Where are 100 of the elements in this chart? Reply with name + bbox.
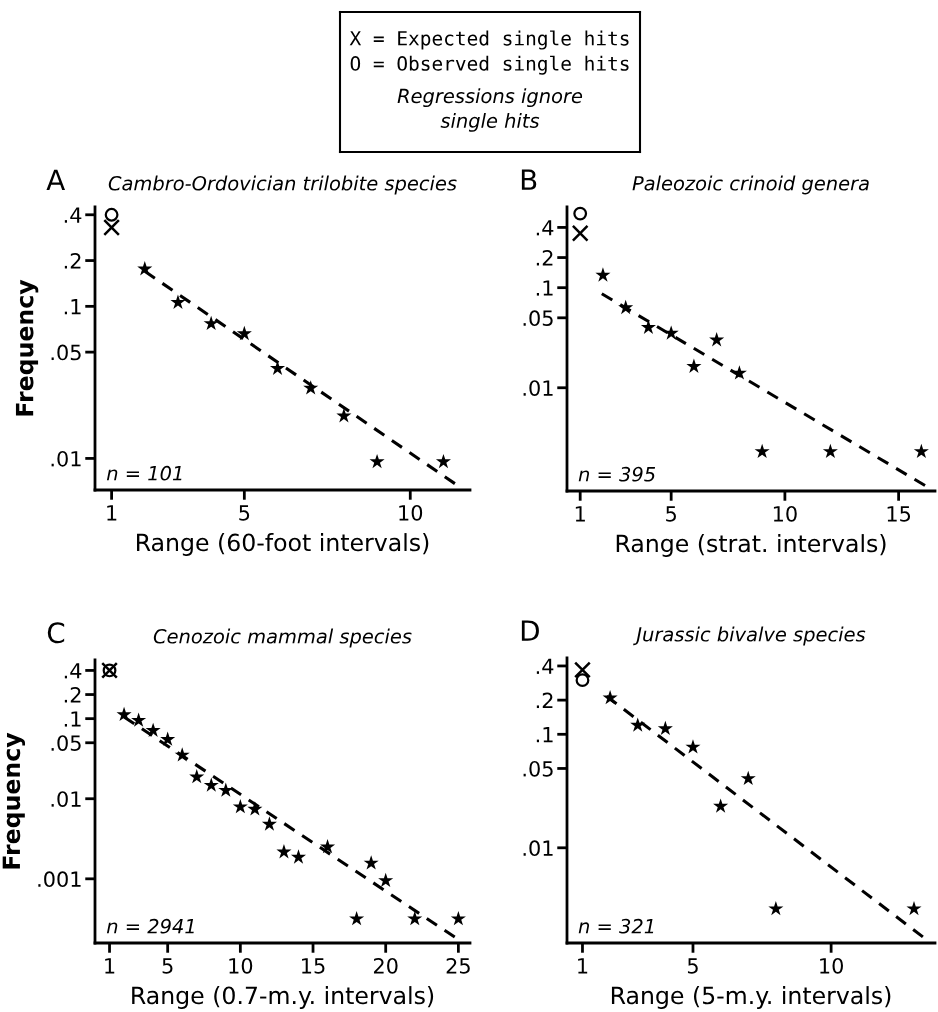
x-tick-label: 5 bbox=[687, 958, 698, 974]
x-tick-label: 15 bbox=[887, 506, 911, 522]
point bbox=[131, 712, 147, 727]
point bbox=[435, 453, 451, 469]
x-tick-label: 5 bbox=[162, 958, 173, 974]
y-tick-label: .2 bbox=[64, 253, 81, 269]
y-tick-label: .05 bbox=[523, 310, 553, 327]
point bbox=[116, 706, 132, 722]
y-tick-label: .001 bbox=[38, 871, 81, 888]
y-tick-label: .01 bbox=[523, 840, 553, 857]
point bbox=[261, 816, 277, 831]
y-tick-label: .2 bbox=[536, 692, 553, 709]
x-tick-label: 10 bbox=[820, 957, 843, 974]
y-tick-label: .4 bbox=[64, 207, 82, 223]
point bbox=[269, 360, 286, 375]
point bbox=[685, 739, 701, 754]
point bbox=[913, 443, 929, 459]
point bbox=[247, 801, 263, 816]
y-tick-label: .05 bbox=[51, 735, 81, 751]
text: X = Expected single hits bbox=[349, 30, 629, 50]
chart-title: Cambro-Ordovician trilobite species bbox=[108, 175, 457, 195]
text: O = Observed single hits bbox=[350, 55, 629, 75]
x-tick-label: 1 bbox=[575, 506, 585, 522]
text: B bbox=[521, 169, 537, 190]
y-tick-label: .01 bbox=[51, 450, 81, 467]
y-tick-label: .2 bbox=[536, 250, 553, 266]
y-tick-label: .4 bbox=[536, 658, 554, 674]
point bbox=[232, 799, 248, 814]
point bbox=[103, 218, 121, 237]
y-tick-label: .4 bbox=[64, 663, 82, 679]
x-tick-label: 1 bbox=[578, 958, 588, 974]
point bbox=[174, 747, 190, 762]
point bbox=[630, 717, 646, 732]
text: C bbox=[47, 622, 65, 644]
point bbox=[160, 731, 176, 746]
point bbox=[450, 910, 466, 926]
point bbox=[303, 380, 319, 395]
point bbox=[189, 769, 205, 784]
y-tick-label: .1 bbox=[536, 727, 553, 743]
annotation: n = 2941 bbox=[106, 918, 194, 934]
y-tick-label: .01 bbox=[51, 791, 81, 807]
text: Regressions ignore single hits bbox=[397, 88, 583, 132]
point bbox=[203, 315, 219, 331]
x-tick-label: 10 bbox=[399, 504, 423, 521]
point bbox=[595, 267, 611, 282]
annotation: n = 321 bbox=[578, 918, 654, 934]
point bbox=[378, 872, 394, 888]
point bbox=[349, 910, 365, 926]
point bbox=[369, 453, 385, 469]
x-tick-label: 15 bbox=[302, 958, 325, 974]
point bbox=[137, 261, 153, 276]
point bbox=[170, 294, 186, 309]
x-tick-label: 5 bbox=[239, 505, 250, 521]
point bbox=[657, 720, 673, 736]
point bbox=[618, 299, 634, 315]
x-tick-label: 10 bbox=[773, 505, 797, 522]
x-axis-title: Range (strat. intervals) bbox=[616, 534, 886, 557]
x-tick-label: 20 bbox=[373, 957, 398, 974]
point bbox=[571, 224, 589, 242]
x-tick-label: 25 bbox=[446, 957, 470, 974]
y-tick-label: .4 bbox=[536, 220, 554, 236]
y-tick-label: .01 bbox=[523, 380, 553, 396]
y-tick-label: .1 bbox=[64, 711, 81, 727]
y-tick-label: .1 bbox=[536, 280, 553, 296]
point bbox=[686, 358, 702, 373]
x-tick-label: 1 bbox=[105, 958, 115, 974]
point bbox=[602, 690, 618, 705]
text: D bbox=[521, 620, 539, 641]
chart-title: Cenozoic mammal species bbox=[153, 628, 412, 648]
x-axis-title: Range (0.7-m.y. intervals) bbox=[132, 986, 434, 1009]
point bbox=[363, 855, 379, 870]
point bbox=[236, 325, 252, 341]
point bbox=[407, 910, 423, 926]
point bbox=[768, 900, 784, 916]
point bbox=[573, 206, 588, 221]
point bbox=[145, 722, 161, 737]
text: A bbox=[46, 169, 66, 190]
point bbox=[104, 207, 119, 222]
y-axis-title: Frequency bbox=[2, 732, 25, 869]
point bbox=[336, 408, 352, 423]
point bbox=[276, 844, 292, 859]
annotation: n = 395 bbox=[578, 466, 656, 482]
chart-title: Paleozoic crinoid genera bbox=[632, 175, 869, 195]
point bbox=[290, 849, 307, 864]
chart-title: Jurassic bivalve species bbox=[633, 626, 866, 646]
x-tick-label: 5 bbox=[666, 506, 676, 522]
y-tick-label: .05 bbox=[523, 760, 553, 777]
point bbox=[320, 839, 336, 854]
x-tick-label: 10 bbox=[229, 957, 253, 974]
point bbox=[203, 777, 219, 792]
point bbox=[906, 900, 922, 916]
y-axis-title: Frequency bbox=[15, 279, 39, 416]
point bbox=[731, 365, 747, 380]
point bbox=[713, 798, 729, 813]
x-axis-title: Range (60-foot intervals) bbox=[137, 533, 429, 556]
point bbox=[640, 319, 656, 334]
y-tick-label: .05 bbox=[51, 344, 81, 361]
point bbox=[754, 443, 770, 459]
y-tick-label: .1 bbox=[64, 299, 81, 315]
point bbox=[575, 673, 590, 688]
